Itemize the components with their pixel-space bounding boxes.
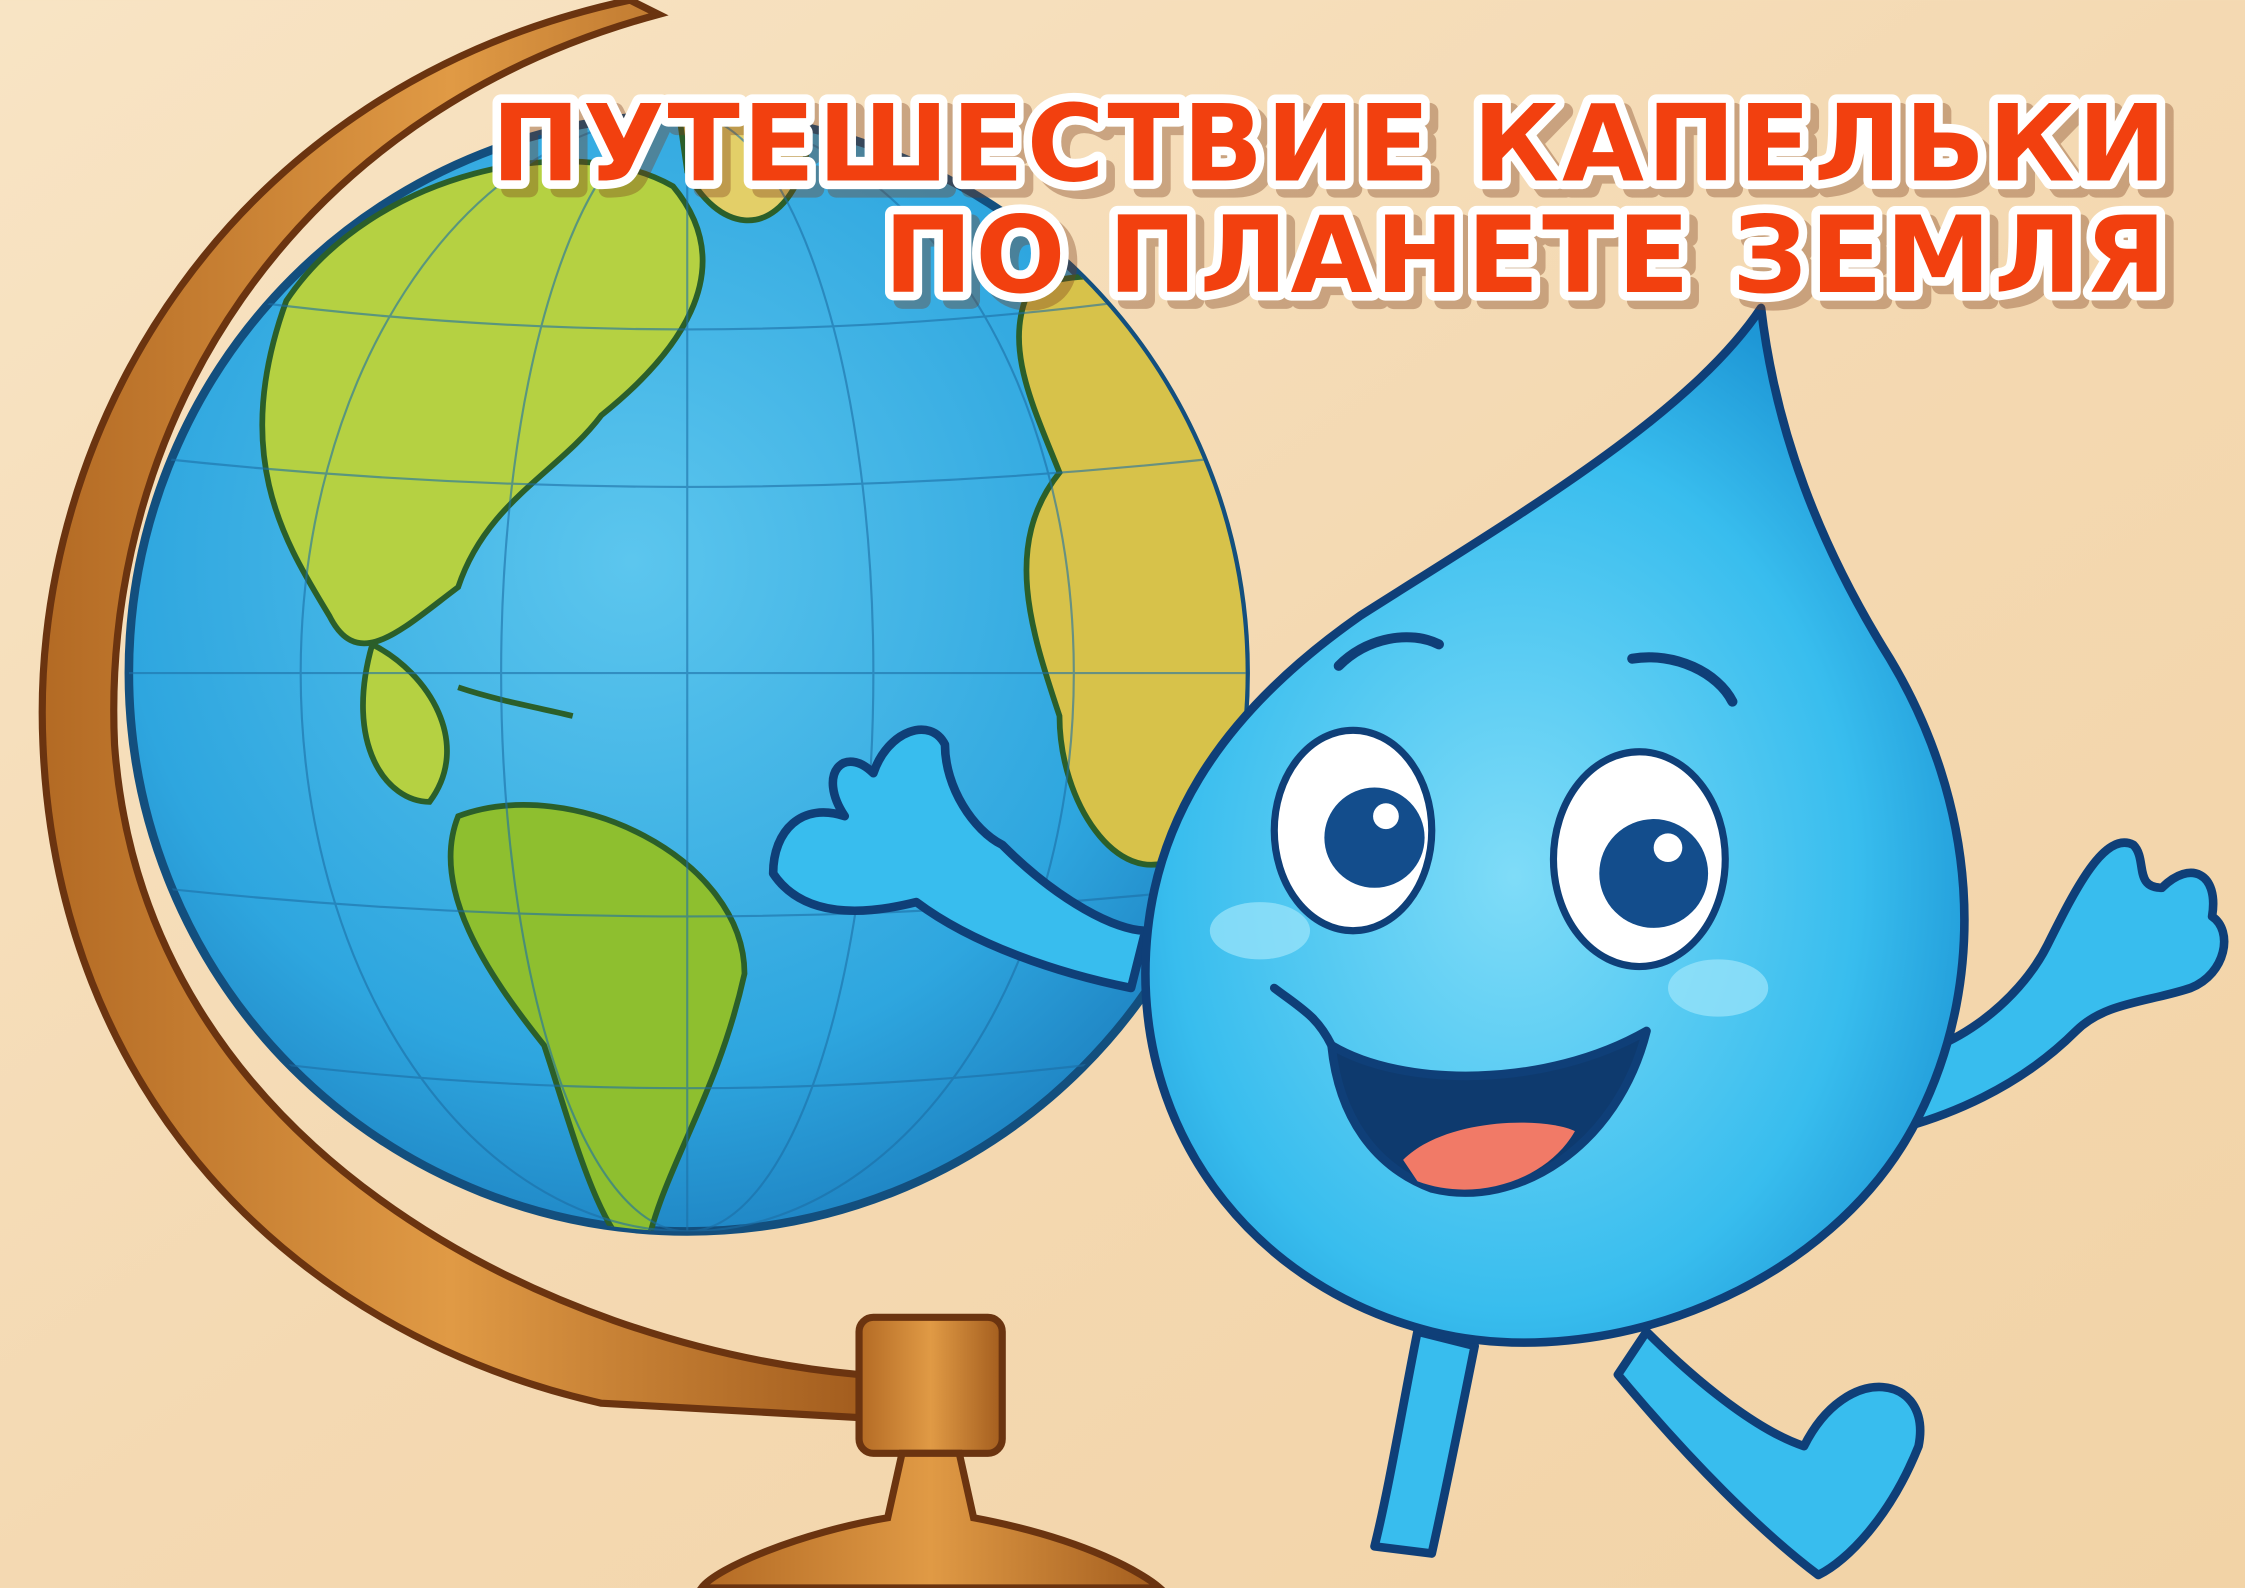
title-line: ПУТЕШЕСТВИЕ КАПЕЛЬКИ bbox=[491, 82, 2169, 205]
droplet-character bbox=[768, 303, 2229, 1580]
title-shadow: ПО ПЛАНЕТЕ ЗЕМЛЯ bbox=[893, 203, 2178, 326]
globe bbox=[124, 110, 1250, 1236]
globe-stand bbox=[38, 0, 1166, 1588]
title-line: ПО ПЛАНЕТЕ ЗЕМЛЯ bbox=[884, 194, 2169, 317]
title-shadow: ПУТЕШЕСТВИЕ КАПЕЛЬКИ bbox=[500, 91, 2178, 214]
title: ПУТЕШЕСТВИЕ КАПЕЛЬКИ ПУТЕШЕСТВИЕ КАПЕЛЬК… bbox=[483, 74, 2184, 334]
